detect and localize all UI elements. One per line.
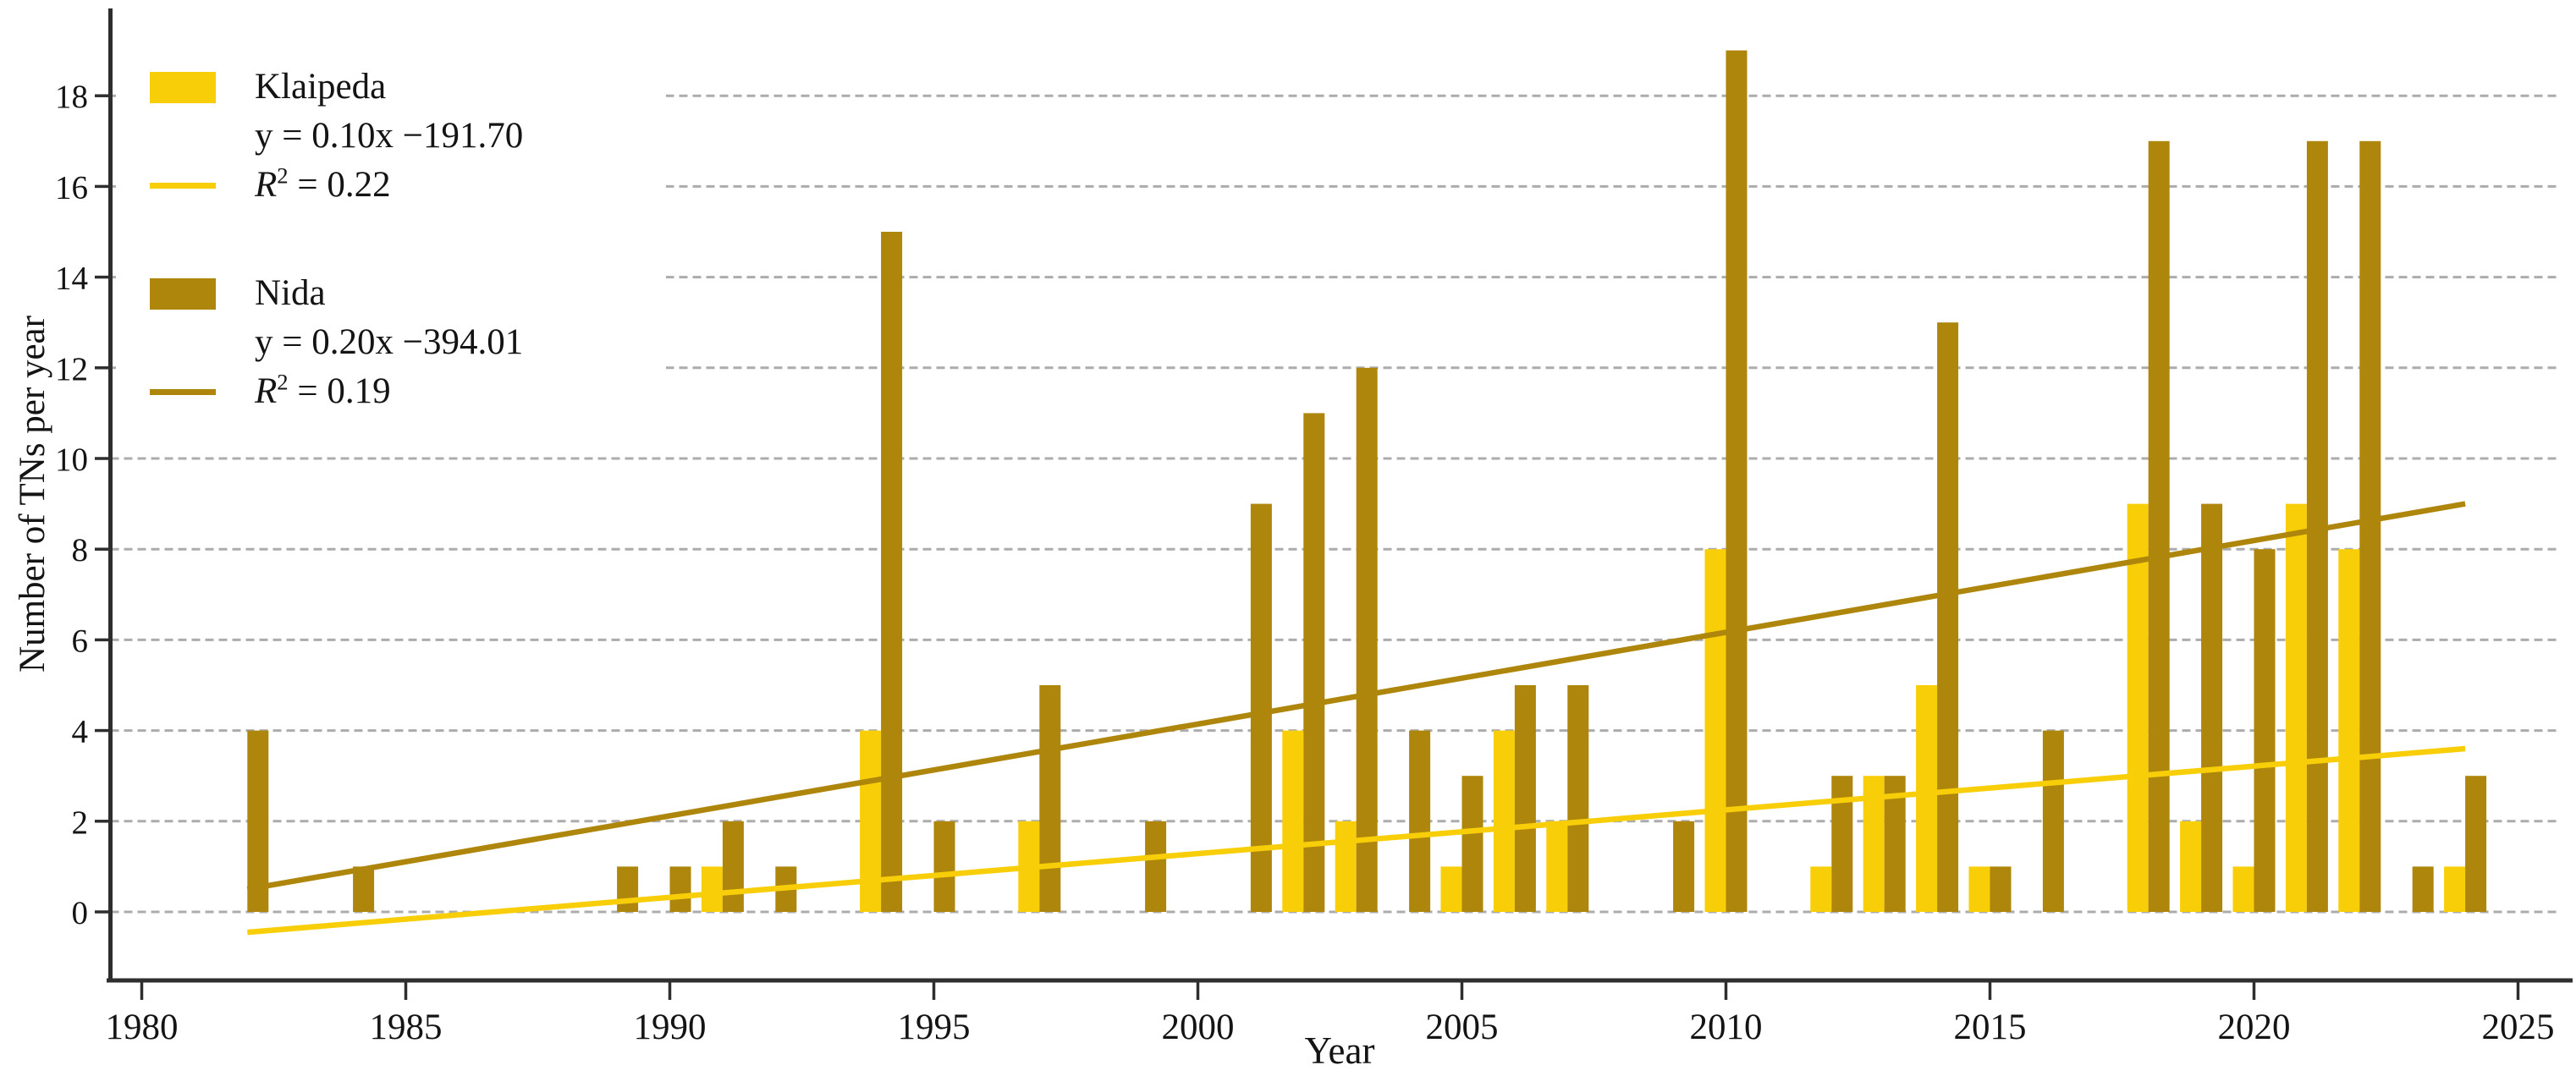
bar-klaipeda-2002 — [1282, 730, 1304, 912]
bar-nida-1982 — [247, 730, 269, 912]
nida-trendline — [246, 501, 2466, 892]
bar-nida-2010 — [1726, 50, 1748, 913]
nida-color-swatch — [150, 277, 216, 310]
x-tick-label-2020: 2020 — [2218, 1007, 2291, 1047]
y-tick-label-2: 2 — [72, 804, 89, 841]
bar-nida-2003 — [1356, 367, 1378, 912]
bar-nida-1991 — [722, 821, 744, 912]
legend-item-nida: Nida y = 0.20x −394.01 R2 = 0.19 — [150, 269, 666, 416]
bar-nida-1997 — [1039, 685, 1061, 912]
bar-nida-2014 — [1937, 322, 1959, 912]
bar-nida-2004 — [1409, 730, 1431, 912]
y-tick-label-16: 16 — [55, 169, 88, 206]
bar-klaipeda-2012 — [1810, 866, 1832, 912]
y-tick-label-10: 10 — [55, 442, 88, 478]
legend-label-klaipeda: Klaipeda — [255, 67, 387, 107]
bar-klaipeda-1994 — [860, 730, 882, 912]
bar-nida-2012 — [1831, 776, 1853, 912]
bar-nida-2005 — [1461, 776, 1483, 912]
klaipeda-r-squared: R2 = 0.22 — [255, 162, 391, 205]
bar-klaipeda-1991 — [701, 866, 723, 912]
bar-klaipeda-2022 — [2338, 549, 2360, 912]
nida-trend-equation: y = 0.20x −394.01 — [255, 322, 524, 362]
bar-nida-1999 — [1145, 821, 1167, 912]
nida-r-squared: R2 = 0.19 — [255, 369, 391, 411]
bar-nida-1990 — [669, 866, 691, 912]
y-tick-label-4: 4 — [72, 714, 89, 750]
x-axis-title: Year — [1304, 1029, 1375, 1072]
bar-nida-2018 — [2148, 140, 2170, 913]
bar-nida-2001 — [1250, 503, 1272, 912]
bar-klaipeda-2003 — [1335, 821, 1357, 912]
bar-klaipeda-2020 — [2232, 866, 2254, 912]
bar-nida-1989 — [617, 866, 639, 912]
x-tick-label-2000: 2000 — [1162, 1007, 1235, 1047]
legend-item-klaipeda: Klaipeda y = 0.10x −191.70 R2 = 0.22 — [150, 63, 666, 210]
x-tick-label-2015: 2015 — [1954, 1007, 2027, 1047]
klaipeda-color-swatch — [150, 71, 216, 103]
x-tick-label-1995: 1995 — [898, 1007, 971, 1047]
bar-nida-2002 — [1303, 413, 1325, 912]
bar-klaipeda-2015 — [1968, 866, 1990, 912]
bar-klaipeda-2018 — [2127, 503, 2149, 912]
x-tick-label-2005: 2005 — [1426, 1007, 1499, 1047]
bar-nida-2006 — [1514, 685, 1536, 912]
bar-nida-1994 — [881, 232, 903, 912]
bar-nida-1995 — [933, 821, 955, 912]
bar-nida-1984 — [353, 866, 375, 912]
bar-nida-2019 — [2201, 503, 2223, 912]
bar-klaipeda-2005 — [1440, 866, 1462, 912]
bar-klaipeda-2010 — [1704, 549, 1726, 912]
bar-nida-2016 — [2042, 730, 2064, 912]
bar-nida-2007 — [1567, 685, 1589, 912]
y-tick-label-0: 0 — [72, 895, 89, 931]
klaipeda-trendline-swatch — [150, 182, 216, 189]
bar-nida-2024 — [2465, 776, 2487, 912]
bar-klaipeda-2024 — [2444, 866, 2466, 912]
bar-klaipeda-2006 — [1493, 730, 1515, 912]
x-tick-label-1985: 1985 — [370, 1007, 443, 1047]
y-tick-label-12: 12 — [55, 351, 88, 387]
bar-nida-2022 — [2359, 140, 2381, 913]
klaipeda-trend-equation: y = 0.10x −191.70 — [255, 116, 524, 156]
x-tick-label-2010: 2010 — [1690, 1007, 1763, 1047]
bar-klaipeda-2007 — [1546, 821, 1568, 912]
bar-nida-2020 — [2254, 549, 2276, 912]
y-axis-title: Number of TNs per year — [13, 316, 52, 673]
bar-nida-2015 — [1990, 866, 2012, 912]
y-tick-label-18: 18 — [55, 79, 88, 115]
bar-nida-2009 — [1673, 821, 1695, 912]
bar-klaipeda-2014 — [1916, 685, 1938, 912]
x-tick-label-1990: 1990 — [634, 1007, 707, 1047]
x-tick-label-2025: 2025 — [2482, 1007, 2555, 1047]
legend-label-nida: Nida — [255, 273, 326, 313]
bar-nida-2023 — [2412, 866, 2434, 912]
x-tick-label-1980: 1980 — [106, 1007, 179, 1047]
nida-trendline-swatch — [150, 388, 216, 395]
y-tick-label-8: 8 — [72, 532, 89, 568]
bar-klaipeda-2019 — [2180, 821, 2202, 912]
legend: Klaipeda y = 0.10x −191.70 R2 = 0.22 Nid… — [116, 36, 666, 440]
y-tick-label-14: 14 — [55, 261, 88, 297]
y-tick-label-6: 6 — [72, 623, 89, 659]
klaipeda-trendline — [247, 745, 2466, 936]
bar-klaipeda-2021 — [2285, 503, 2307, 912]
